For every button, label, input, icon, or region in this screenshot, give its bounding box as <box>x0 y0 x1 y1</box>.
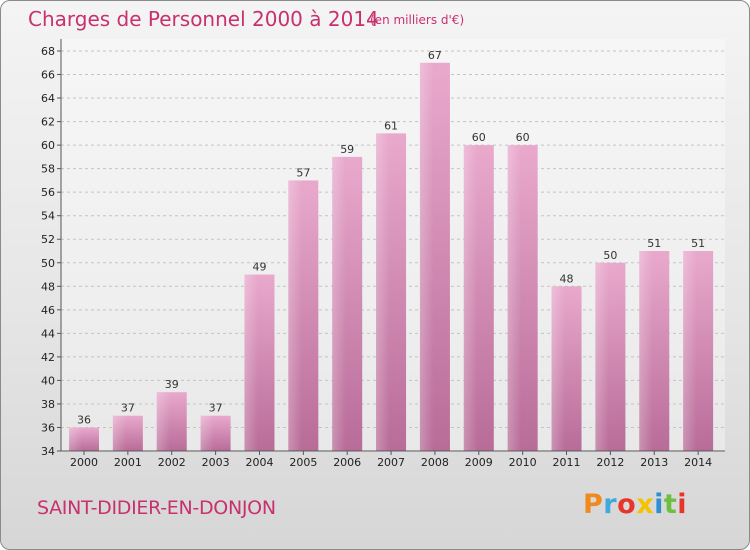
bar-value-label: 37 <box>209 402 223 415</box>
commune-name: SAINT-DIDIER-EN-DONJON <box>37 497 276 519</box>
chart-subtitle: (en milliers d'€) <box>370 13 465 27</box>
y-tick-label: 42 <box>41 351 55 364</box>
bar-value-label: 36 <box>77 413 91 426</box>
x-tick-label: 2005 <box>289 456 317 469</box>
chart-title: Charges de Personnel 2000 à 2014 <box>28 7 379 31</box>
logo-letter: i <box>677 489 688 520</box>
x-tick-label: 2003 <box>202 456 230 469</box>
bar-value-label: 51 <box>691 237 705 250</box>
bar-value-label: 49 <box>252 261 266 274</box>
bar-value-label: 37 <box>121 402 135 415</box>
bar-highlight <box>288 180 302 452</box>
logo-letter: P <box>583 489 604 520</box>
y-tick-label: 46 <box>41 304 55 317</box>
x-tick-label: 2006 <box>333 456 361 469</box>
y-tick-label: 60 <box>41 139 55 152</box>
bar-value-label: 60 <box>516 131 530 144</box>
bar-highlight <box>244 274 258 451</box>
x-tick-label: 2007 <box>377 456 405 469</box>
x-tick-label: 2000 <box>70 456 98 469</box>
x-tick-label: 2001 <box>114 456 142 469</box>
bar-highlight <box>507 145 522 451</box>
y-tick-label: 48 <box>41 280 55 293</box>
bar-highlight <box>156 392 171 451</box>
bar-highlight <box>639 251 653 451</box>
y-tick-label: 40 <box>41 374 55 387</box>
x-tick-label: 2004 <box>245 456 273 469</box>
bar-highlight <box>463 145 478 451</box>
bar-highlight <box>332 156 346 451</box>
y-tick-label: 34 <box>41 445 55 458</box>
y-tick-label: 56 <box>41 186 55 199</box>
y-tick-label: 38 <box>41 398 55 411</box>
bar-highlight <box>683 251 697 451</box>
y-tick-label: 36 <box>41 421 55 434</box>
logo-letter: r <box>603 489 618 520</box>
x-tick-label: 2009 <box>465 456 493 469</box>
x-tick-label: 2011 <box>553 456 581 469</box>
bar-highlight <box>376 133 390 451</box>
logo-letter: x <box>636 489 655 520</box>
y-tick-label: 44 <box>41 327 55 340</box>
proxiti-logo: Proxiti <box>583 489 687 520</box>
x-tick-label: 2008 <box>421 456 449 469</box>
bar-value-label: 39 <box>165 378 179 391</box>
bar-highlight <box>69 427 83 451</box>
y-tick-label: 50 <box>41 257 55 270</box>
bar-value-label: 59 <box>340 143 354 156</box>
x-tick-label: 2013 <box>640 456 668 469</box>
y-tick-label: 64 <box>41 92 55 105</box>
logo-letter: o <box>617 489 637 520</box>
bar-value-label: 57 <box>296 166 310 179</box>
x-tick-label: 2012 <box>596 456 624 469</box>
logo-letter: t <box>663 489 678 520</box>
bar-highlight <box>200 415 215 451</box>
bar-highlight <box>595 262 609 451</box>
bar-highlight <box>112 415 127 451</box>
y-axis: 34 36 38 40 42 44 46 48 50 52 54 56 58 60 62 64 66 68 <box>41 39 62 458</box>
bar-value-label: 50 <box>603 249 617 262</box>
value-labels: 36 37 39 37 49 57 59 61 67 60 60 48 50 51 51 <box>77 49 705 427</box>
bar-value-label: 67 <box>428 49 442 62</box>
logo-letter: i <box>654 489 664 520</box>
bar-value-label: 48 <box>560 272 574 285</box>
y-tick-label: 68 <box>41 45 55 58</box>
y-tick-label: 66 <box>41 69 55 82</box>
bar-value-label: 61 <box>384 119 398 132</box>
y-tick-label: 54 <box>41 210 55 223</box>
bar-highlight <box>419 62 434 451</box>
bar-value-label: 60 <box>472 131 486 144</box>
x-axis: 2000 2001 2002 2003 2004 2005 2006 2007 2008 2009… <box>61 450 725 469</box>
bar-highlight <box>551 286 566 451</box>
x-tick-label: 2010 <box>509 456 537 469</box>
y-tick-label: 62 <box>41 116 55 129</box>
y-tick-label: 58 <box>41 163 55 176</box>
x-tick-label: 2002 <box>158 456 186 469</box>
bars-group <box>69 62 714 452</box>
y-tick-label: 52 <box>41 233 55 246</box>
bar-value-label: 51 <box>647 237 661 250</box>
x-tick-label: 2014 <box>684 456 712 469</box>
